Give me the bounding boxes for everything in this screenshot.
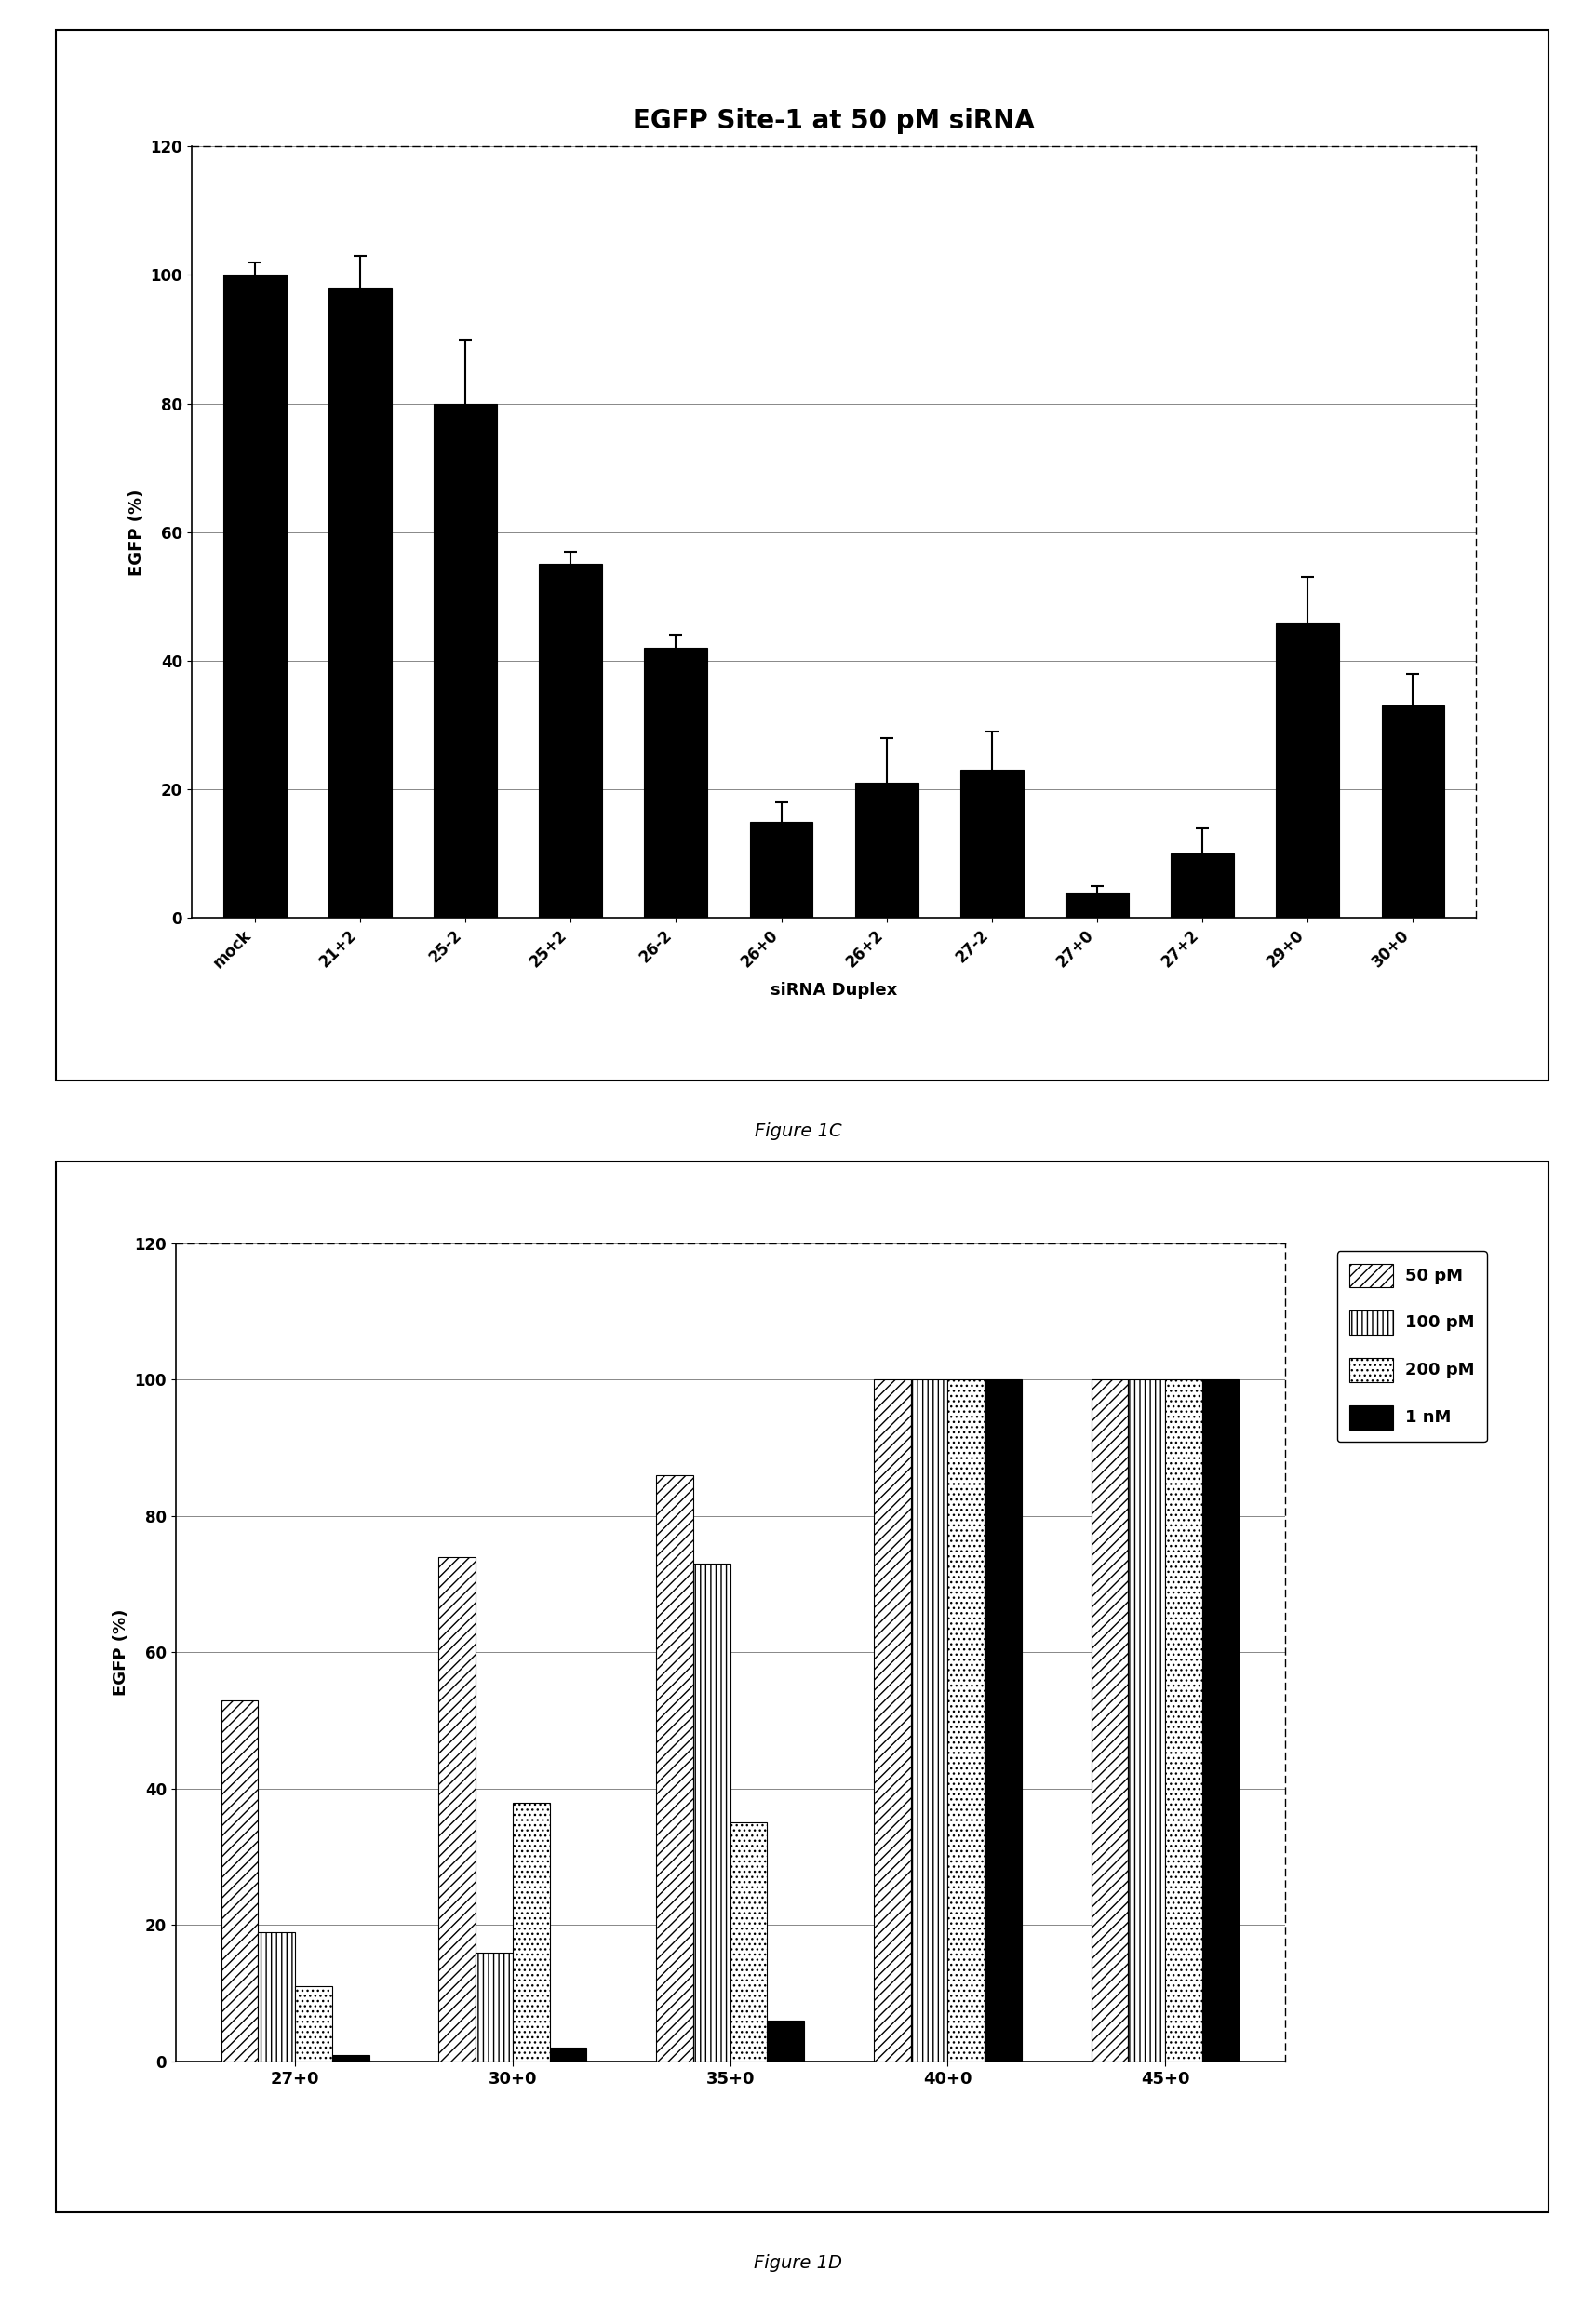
Bar [1276,623,1338,918]
Bar [222,1701,258,2061]
Bar [549,2047,587,2061]
Bar [692,1564,731,2061]
Bar [1065,892,1128,918]
Bar [644,648,707,918]
Bar [750,823,812,918]
Bar [947,1380,984,2061]
Bar [1201,1380,1238,2061]
Bar [960,769,1022,918]
Bar [258,1931,295,2061]
Bar [512,1803,549,2061]
Bar [984,1380,1021,2061]
Bar [911,1380,947,2061]
Bar [1091,1380,1128,2061]
X-axis label: siRNA Duplex: siRNA Duplex [770,983,896,999]
Bar [1171,853,1233,918]
Bar [295,1987,332,2061]
Title: EGFP Site-1 at 50 pM siRNA: EGFP Site-1 at 50 pM siRNA [633,107,1034,135]
Bar [855,783,917,918]
Bar [223,274,286,918]
Bar [767,2020,804,2061]
Bar [332,2054,368,2061]
Bar [1164,1380,1201,2061]
Y-axis label: EGFP (%): EGFP (%) [128,488,145,576]
Text: Figure 1D: Figure 1D [753,2254,842,2273]
Bar [872,1380,911,2061]
Bar [439,1557,475,2061]
Bar [1128,1380,1164,2061]
Bar [656,1476,692,2061]
Bar [434,404,496,918]
Bar [1381,706,1443,918]
Y-axis label: EGFP (%): EGFP (%) [112,1608,129,1697]
Bar [329,288,391,918]
Bar [731,1822,767,2061]
Legend: 50 pM, 100 pM, 200 pM, 1 nM: 50 pM, 100 pM, 200 pM, 1 nM [1337,1250,1487,1441]
Bar [539,565,601,918]
Bar [475,1952,512,2061]
Text: Figure 1C: Figure 1C [754,1122,841,1141]
